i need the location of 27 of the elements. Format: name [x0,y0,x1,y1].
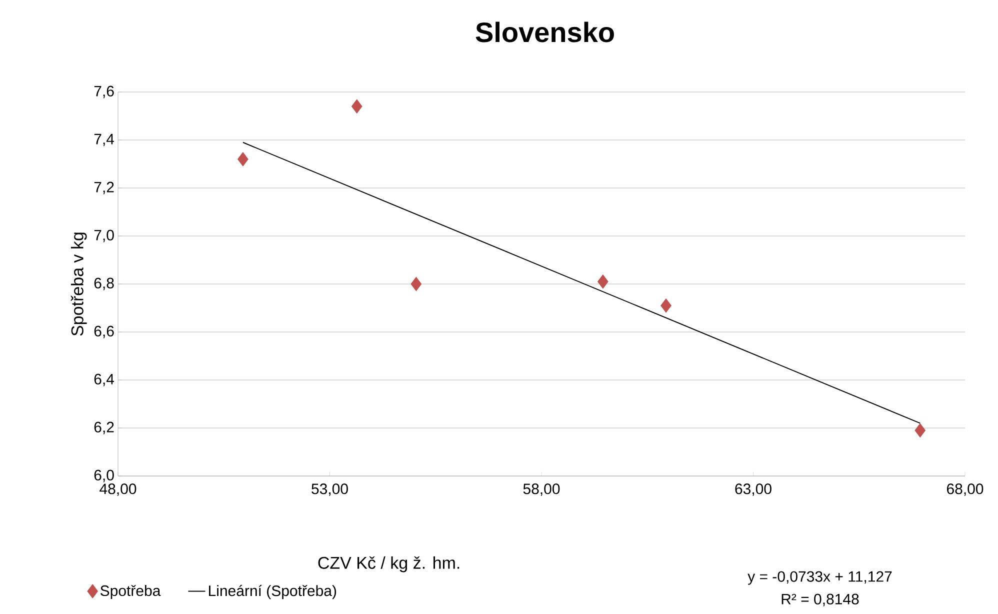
y-tick-label: 6,2 [94,422,114,434]
y-tick-label: 7,4 [94,134,114,146]
point [914,423,926,438]
point [597,274,608,289]
point [410,276,422,292]
point [351,99,362,114]
legend-label: Lineární (Spotřeba) [209,584,336,600]
x-axis-title: CZV Kč / kg ž. hm. [318,556,460,572]
chart-title: Slovensko [476,22,614,42]
y-tick-label: 7,2 [94,182,114,194]
y-tick-label: 6,6 [94,326,114,338]
y-tick-label: 6,0 [94,470,114,482]
point [237,152,248,166]
legend-label: Spotřeba [100,585,161,600]
y-tick-label: 6,8 [94,278,114,290]
x-tick-label: 58,00 [523,484,560,496]
y-axis-title: Spotřeba v kg [70,232,87,336]
x-tick-label: 53,00 [312,484,348,496]
point [660,298,672,313]
text: R² = 0,8148 [782,594,859,606]
x-tick-label: 68,00 [947,484,984,496]
x-tick-label: 48,00 [100,484,136,496]
text: y = -0,0733x + 11,127 [748,571,892,585]
x-tick-label: 63,00 [735,484,772,496]
y-tick-label: 7,0 [94,230,114,242]
y-tick-label: 7,6 [94,86,114,98]
y-tick-label: 6,4 [94,374,114,386]
